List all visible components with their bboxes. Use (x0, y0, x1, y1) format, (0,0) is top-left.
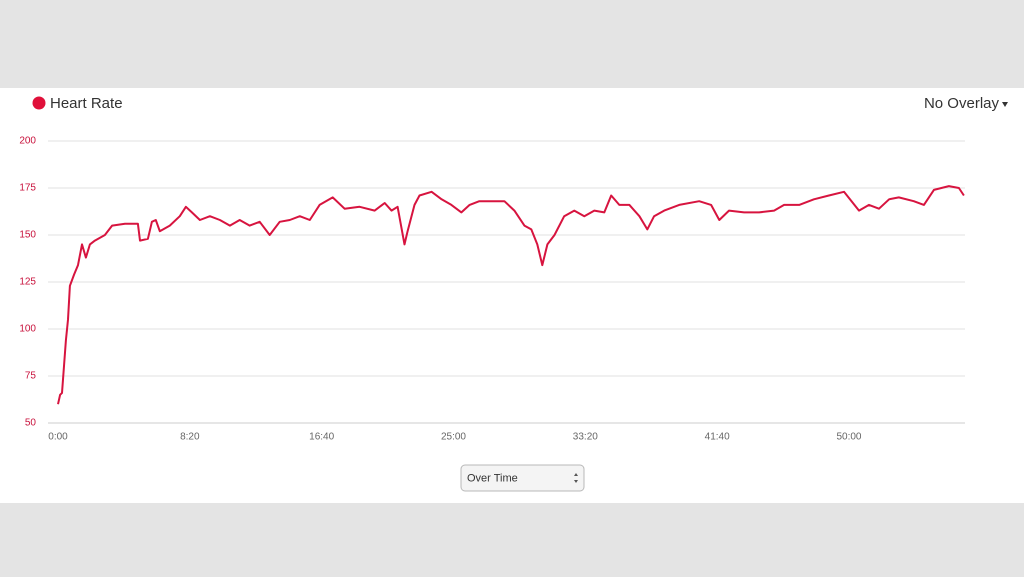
x-tick-label: 16:40 (309, 432, 334, 443)
dropdown-arrow (1002, 102, 1008, 107)
select-arrow-up (574, 473, 578, 476)
top-band (0, 0, 1024, 88)
x-tick-label: 25:00 (441, 432, 466, 443)
line-series (57, 185, 965, 405)
y-tick-label: 100 (19, 324, 36, 335)
y-tick-label: 200 (19, 136, 36, 147)
overlay-menu[interactable]: No Overlay (924, 95, 1000, 112)
mode-select[interactable] (460, 464, 585, 492)
y-tick-label: 75 (25, 371, 37, 382)
x-tick-label: 50:00 (836, 432, 861, 443)
mode-select-label: Over Time (467, 472, 518, 484)
y-tick-label: 150 (19, 230, 36, 241)
bottom-band (0, 503, 1024, 577)
y-tick-label: 175 (19, 183, 36, 194)
legend-dot (32, 96, 46, 110)
x-tick-label: 41:40 (705, 432, 730, 443)
select-arrow-down (574, 480, 578, 483)
x-tick-label: 33:20 (573, 432, 598, 443)
legend-label: Heart Rate (50, 95, 123, 112)
y-tick-label: 125 (19, 277, 36, 288)
y-tick-label: 50 (25, 418, 37, 429)
x-tick-label: 0:00 (48, 432, 68, 443)
plot: 50 75 100 125 150 175 200 0:00 8:20 16:40 25:00 33:… (19, 136, 965, 443)
x-tick-label: 8:20 (180, 432, 200, 443)
